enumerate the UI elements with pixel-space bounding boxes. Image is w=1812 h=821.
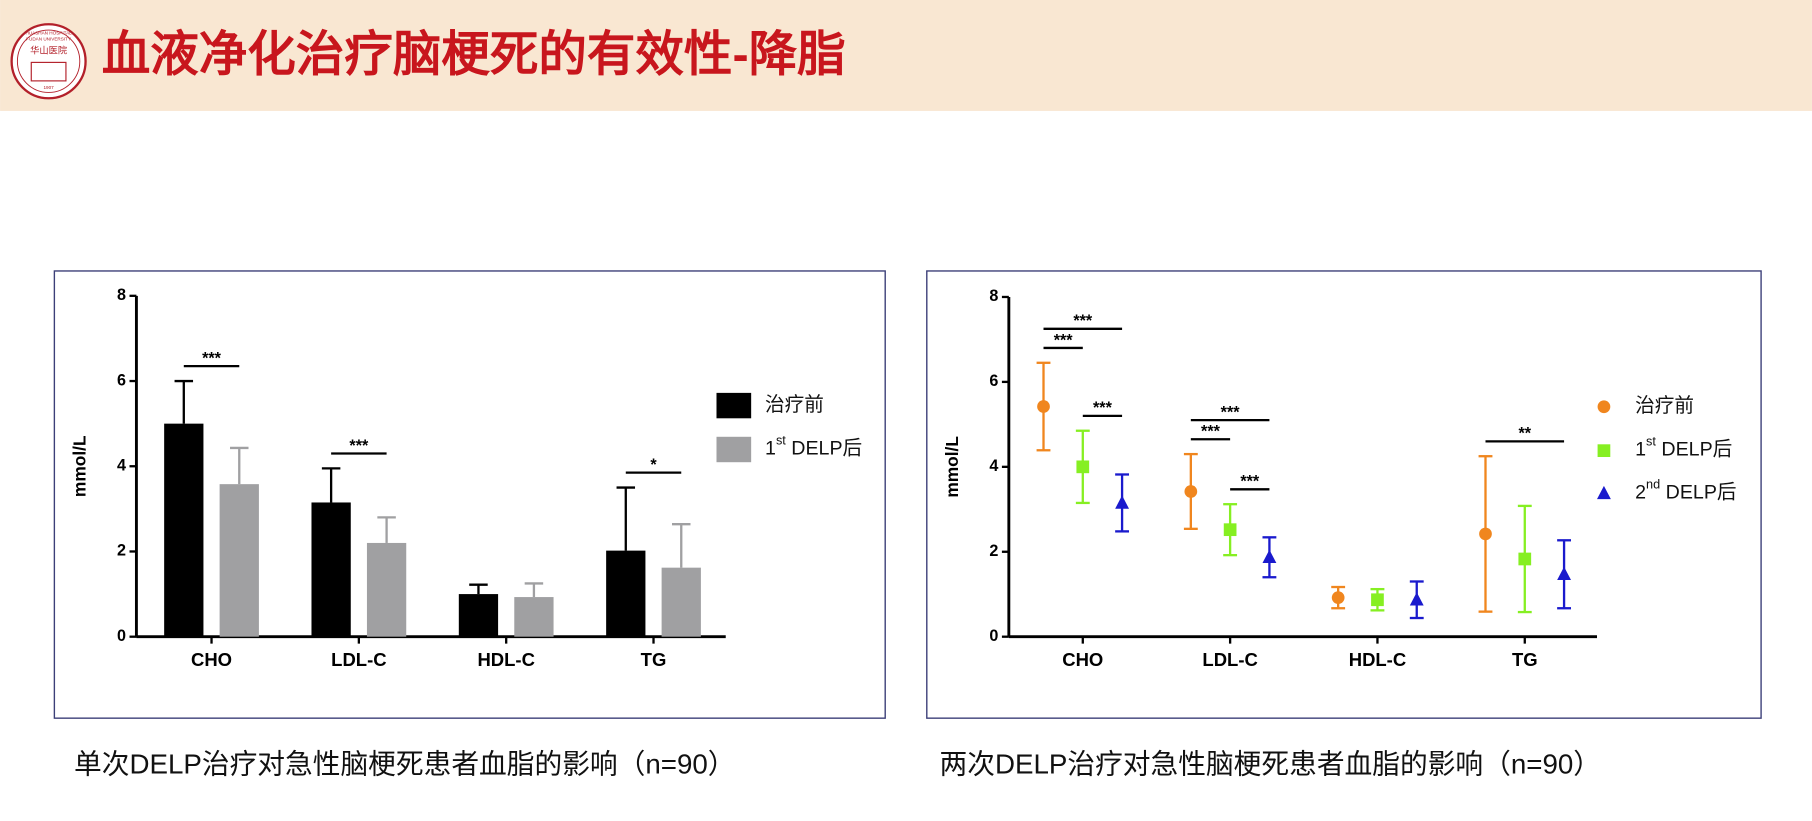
bar	[606, 550, 646, 637]
legend-swatch	[716, 436, 752, 463]
chart-caption: 两次DELP治疗对急性脑梗死患者血脂的影响（n=90）	[940, 748, 1602, 779]
legend-label: 2nd DELP后	[1635, 477, 1736, 504]
x-tick-label: TG	[641, 649, 667, 670]
logo-name-en: HUASHAN HOSPITAL	[25, 31, 72, 36]
legend-label: 治疗前	[1635, 395, 1694, 417]
data-point	[1076, 460, 1090, 474]
data-point	[1479, 527, 1492, 541]
x-tick-label: CHO	[1062, 649, 1103, 670]
data-point	[1518, 552, 1532, 566]
bar	[366, 542, 407, 637]
significance-label: ***	[1054, 331, 1074, 349]
bar	[219, 484, 259, 637]
y-tick-label: 2	[117, 542, 126, 560]
data-point	[1184, 485, 1198, 498]
significance-label: ***	[1201, 423, 1221, 441]
x-tick-label: HDL-C	[477, 649, 534, 670]
y-tick-label: 8	[117, 286, 126, 304]
data-point	[1115, 495, 1130, 509]
bar	[164, 423, 204, 637]
data-point	[1557, 566, 1572, 581]
data-point	[1371, 593, 1384, 607]
bar	[514, 597, 554, 637]
logo-building	[30, 61, 67, 82]
x-tick-label: LDL-C	[331, 649, 386, 670]
y-tick-label: 6	[117, 371, 126, 389]
data-point	[1262, 549, 1277, 564]
data-point	[1223, 523, 1237, 537]
header-band	[0, 0, 1812, 111]
significance-label: ***	[1073, 312, 1093, 330]
significance-label: ***	[1093, 399, 1113, 417]
data-point	[1037, 400, 1050, 413]
data-point	[1331, 591, 1345, 604]
legend-swatch	[716, 392, 752, 419]
x-tick-label: CHO	[191, 649, 232, 670]
significance-label: ***	[202, 349, 222, 367]
y-tick-label: 2	[989, 542, 998, 560]
logo-ring	[10, 23, 87, 100]
significance-label: ***	[349, 437, 369, 455]
legend-label: 1st DELP后	[1635, 434, 1732, 461]
data-point	[1409, 592, 1424, 606]
significance-label: ***	[1240, 473, 1260, 491]
logo-name-cn: 华山医院	[30, 44, 67, 55]
bar	[458, 594, 499, 637]
y-tick-label: 4	[117, 457, 126, 475]
y-tick-label: 0	[989, 627, 998, 645]
y-axis-label: mmol/L	[70, 435, 90, 497]
chart-caption: 单次DELP治疗对急性脑梗死患者血脂的影响（n=90）	[74, 748, 736, 779]
significance-label: ***	[1221, 403, 1241, 421]
y-tick-label: 0	[117, 627, 126, 645]
legend-label: 治疗前	[765, 394, 824, 416]
logo-university: FUDAN UNIVERSITY	[26, 37, 71, 42]
y-tick-label: 4	[989, 457, 998, 475]
y-axis-label: mmol/L	[942, 436, 962, 498]
legend-label: 1st DELP后	[765, 433, 862, 460]
x-tick-label: TG	[1512, 649, 1538, 670]
logo-year: 1907	[43, 85, 54, 90]
x-tick-label: LDL-C	[1202, 649, 1257, 670]
x-tick-label: HDL-C	[1349, 649, 1406, 670]
legend-marker	[1597, 485, 1611, 500]
y-tick-label: 6	[989, 372, 998, 390]
legend-marker	[1597, 444, 1611, 458]
chart-panel	[926, 270, 1762, 719]
logo: HUASHAN HOSPITAL FUDAN UNIVERSITY 华山医院 1…	[10, 23, 87, 100]
significance-label: *	[650, 456, 657, 474]
significance-label: **	[1518, 425, 1531, 443]
y-tick-label: 8	[989, 287, 998, 305]
legend-marker	[1597, 400, 1611, 414]
logo-inner-ring	[16, 29, 81, 93]
slide-title: 血液净化治疗脑梗死的有效性-降脂	[102, 28, 846, 82]
bar	[311, 502, 351, 637]
bar	[661, 567, 701, 637]
